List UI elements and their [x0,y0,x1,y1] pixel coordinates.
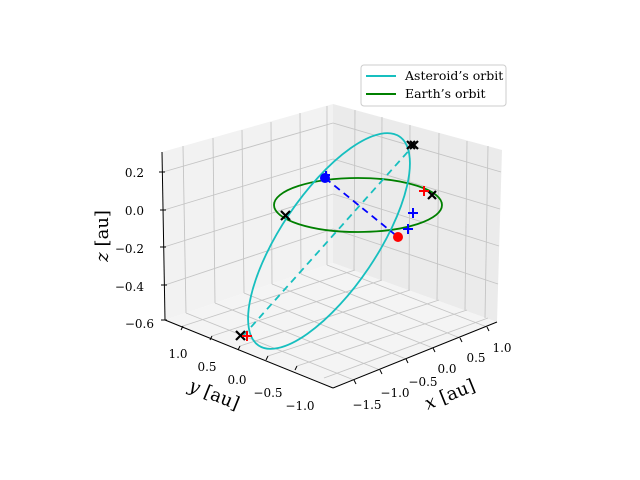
red-node-point [393,232,403,242]
x-tick-labels: −1.5 −1.0 −0.5 0.0 0.5 1.0 [352,341,511,412]
z-tick: 0.0 [125,204,144,218]
z-axis-line [161,151,166,321]
z-tick: 0.2 [125,166,144,180]
z-tick: −0.4 [115,280,145,294]
plus-marker-icon [419,186,429,196]
asteroid-apsides-line [242,145,414,337]
x-marker-icon [235,330,246,341]
x-marker-icon [409,140,419,150]
blue-plus-markers [322,171,418,234]
x-markers [235,140,437,341]
legend-label-earth: Earth’s orbit [405,86,486,101]
x-tick: −1.0 [380,386,409,400]
asteroid-orbit [247,132,411,350]
z-tick-labels: 0.2 0.0 −0.2 −0.4 −0.6 [115,166,154,331]
x-tick: 0.5 [466,351,485,365]
legend: Asteroid’s orbit Earth’s orbit [360,64,507,107]
node-connector-line [324,177,399,238]
y-tick: 1.0 [168,347,187,361]
x-marker-icon [427,190,437,200]
x-marker-icon [280,210,291,221]
z-axis-label: z[au] [92,210,113,263]
y-tick: −1.0 [285,399,314,413]
z-tick: −0.2 [115,242,144,256]
y-tick: 0.0 [227,373,246,387]
tick-marks [159,171,490,385]
y-tick: −0.5 [253,386,282,400]
legend-label-asteroid: Asteroid’s orbit [404,68,503,83]
grid-left-pane [162,106,334,314]
x-tick: −1.5 [352,398,381,412]
earth-orbit [273,177,443,233]
left-pane [162,104,333,320]
svg-text:z[au]: z[au] [92,210,113,263]
x-axis-line [332,321,498,389]
x-marker-icon [406,140,416,150]
plus-marker-icon [322,171,330,179]
axis-lines [161,151,498,389]
x-tick: 1.0 [492,341,511,355]
y-tick-labels: 1.0 0.5 0.0 −0.5 −1.0 [168,347,314,413]
legend-frame [360,64,507,107]
plus-marker-icon [408,208,418,218]
plus-marker-icon [403,224,413,234]
y-axis-line [164,319,334,389]
x-tick: 0.0 [437,362,456,376]
z-tick: −0.6 [125,317,154,331]
plus-marker-icon [242,331,252,341]
y-tick: 0.5 [197,360,216,374]
red-plus-markers [242,186,429,341]
x-tick: −0.5 [408,375,437,389]
